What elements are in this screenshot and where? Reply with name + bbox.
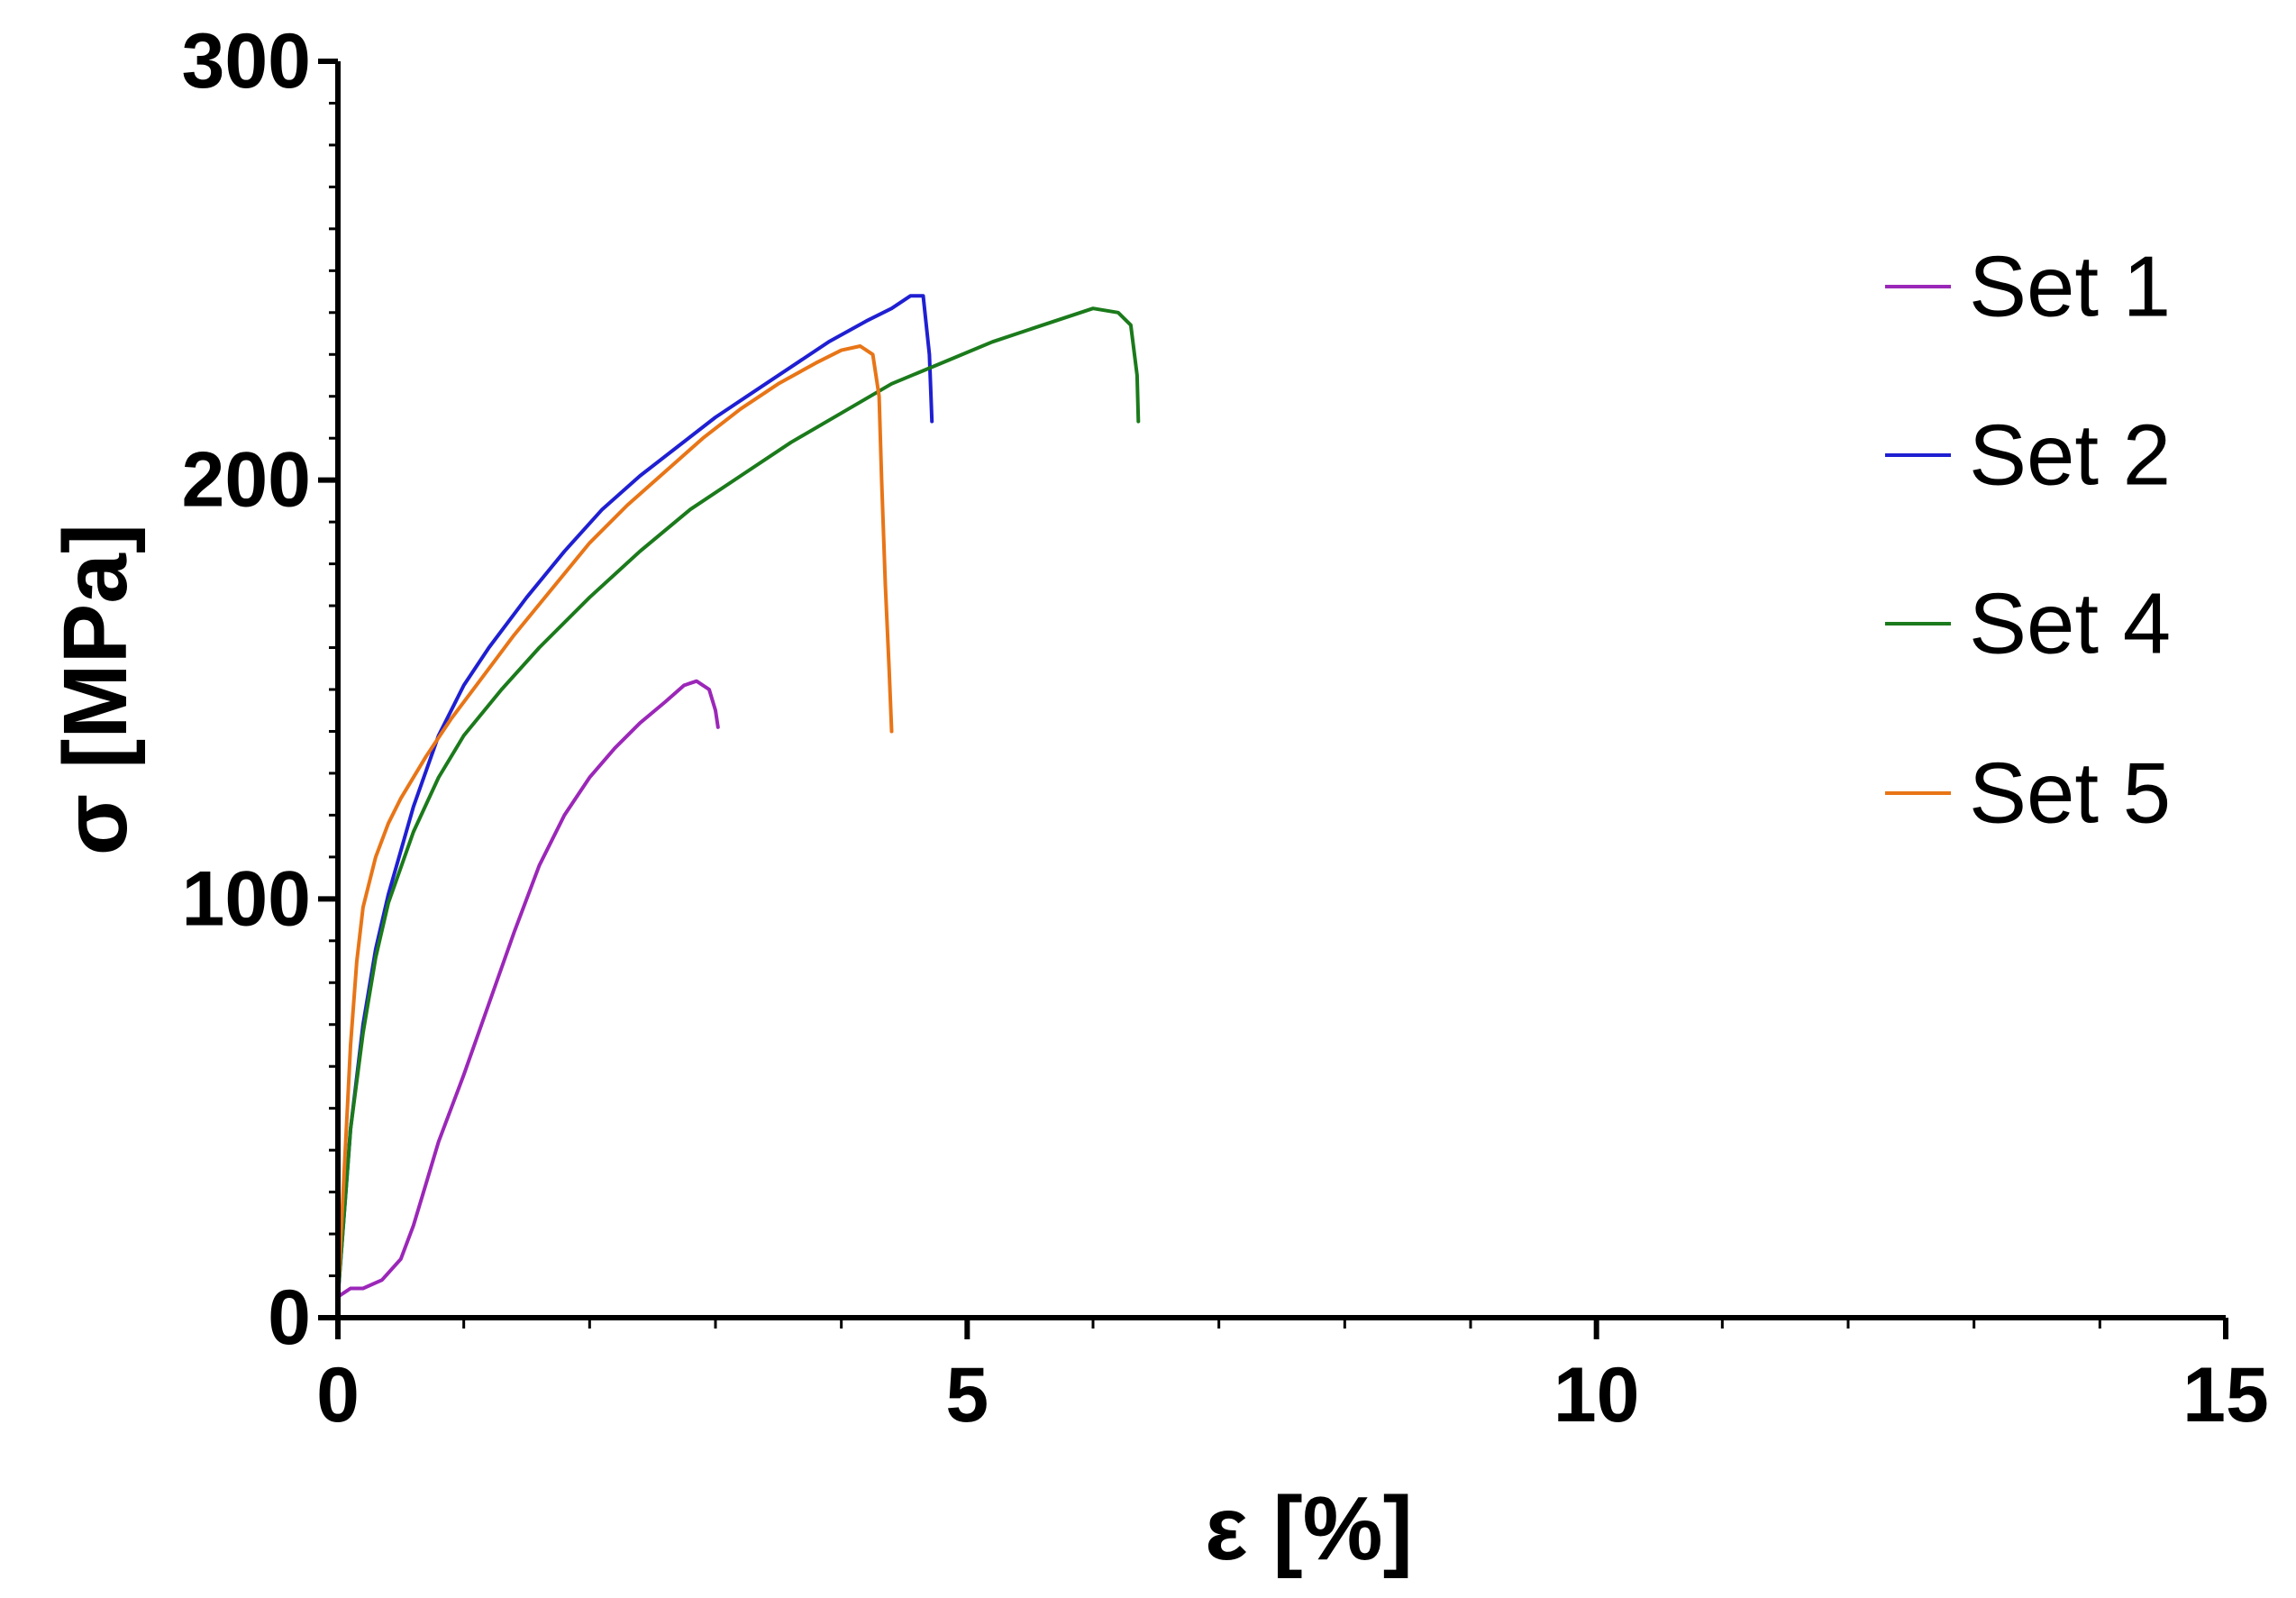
legend-label: Set 1 (1969, 239, 2171, 335)
y-axis-title: σ [MPa] (45, 524, 146, 855)
legend-item: Set 2 (1885, 407, 2171, 504)
series-line-set-5 (336, 344, 894, 1299)
x-tick-label: 10 (1553, 1352, 1640, 1438)
legend-item: Set 1 (1885, 239, 2171, 335)
y-tick-label: 200 (182, 437, 312, 524)
legend-label: Set 4 (1969, 576, 2171, 672)
legend: Set 1 Set 2 Set 4 Set 5 (1885, 239, 2171, 842)
legend-item: Set 4 (1885, 576, 2171, 672)
y-tick-label: 0 (268, 1274, 311, 1361)
legend-item: Set 5 (1885, 745, 2171, 842)
series-line-set-4 (336, 306, 1141, 1299)
series-layer (336, 294, 1141, 1299)
x-tick-label: 5 (945, 1352, 989, 1438)
y-tick-label: 100 (182, 855, 312, 942)
series-line-set-1 (336, 679, 720, 1299)
x-axis-title: ε [%] (1205, 1478, 1413, 1579)
legend-label: Set 2 (1969, 407, 2171, 504)
x-tick-label: 15 (2182, 1352, 2269, 1438)
axes-layer (335, 61, 2226, 1320)
y-tick-label: 300 (182, 18, 312, 105)
x-tick-label: 0 (316, 1352, 360, 1438)
ticks-layer: 0 100 200 300 0 5 10 15 (182, 18, 2269, 1438)
legend-label: Set 5 (1969, 745, 2171, 842)
series-line-set-2 (336, 294, 934, 1299)
